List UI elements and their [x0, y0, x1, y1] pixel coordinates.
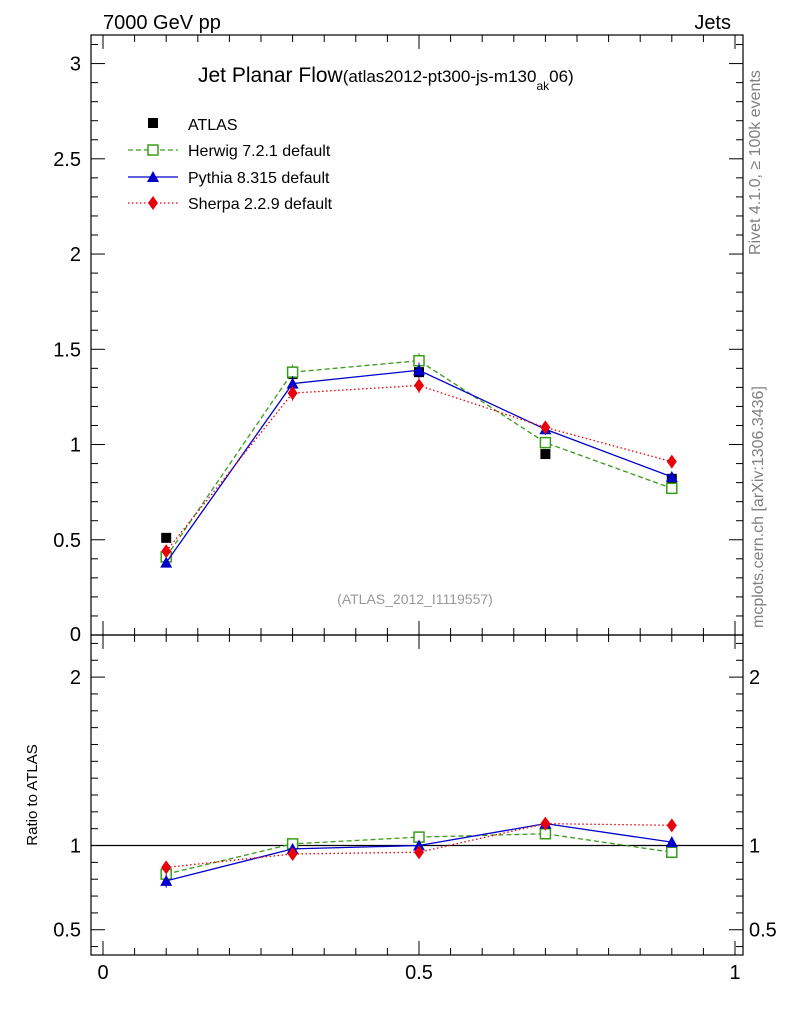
main-line-pythia — [165, 369, 673, 563]
plot-title-main: Jet Planar Flow — [198, 64, 344, 87]
main-ytick-label: 1.5 — [53, 339, 81, 361]
ratio-series-sherpa — [161, 816, 677, 875]
main-point-sherpa — [414, 378, 424, 393]
legend-entry-pythia: Pythia 8.315 default — [128, 170, 330, 187]
main-series-pythia — [160, 362, 678, 568]
main-point-sherpa — [287, 386, 298, 401]
process-label: Jets — [694, 12, 731, 34]
legend-label-herwig: Herwig 7.2.1 default — [188, 143, 331, 160]
analysis-watermark: (ATLAS_2012_I1119557) — [337, 591, 493, 607]
source-label: mcplots.cern.ch [arXiv:1306.3436] — [750, 386, 767, 628]
main-series-sherpa — [161, 377, 677, 559]
main-point-sherpa — [666, 454, 677, 469]
main-ytick-label: 0.5 — [53, 530, 81, 552]
legend: ATLAS Herwig 7.2.1 default Pythia 8.315 … — [128, 117, 333, 213]
main-ytick-label: 1 — [70, 435, 81, 457]
main-point-herwig — [286, 366, 299, 378]
main-point-atlas — [161, 532, 172, 543]
ratio-series-group — [160, 816, 678, 888]
main-ytick-label: 2 — [70, 244, 81, 266]
plot-title: Jet Planar Flow(atlas2012-pt300-js-m130a… — [198, 64, 574, 93]
ratio-x-tick-labels: 0 0.5 1 — [97, 962, 740, 984]
main-ytick-label: 3 — [70, 54, 81, 76]
rivet-version-label: Rivet 4.1.0, ≥ 100k events — [747, 70, 764, 255]
main-ytick-label: 2.5 — [53, 149, 81, 171]
main-point-sherpa — [161, 544, 172, 559]
ratio-line-sherpa — [166, 822, 672, 869]
main-y-zero-label: 0 — [70, 624, 81, 646]
legend-marker-sherpa — [148, 196, 158, 210]
legend-label-atlas: ATLAS — [188, 117, 238, 134]
ratio-ytick-label-left: 0.5 — [53, 920, 81, 942]
ratio-ytick-label-right: 0.5 — [749, 920, 777, 942]
ratio-xtick-label: 0.5 — [405, 962, 433, 984]
energy-label: 7000 GeV pp — [103, 12, 221, 34]
main-point-herwig — [666, 482, 678, 495]
main-panel: 0.5 1 1.5 2 2.5 3 0 Jet Planar Flow(atlas2012… — [53, 34, 744, 646]
ratio-plot-frame — [90, 634, 744, 956]
main-line-sherpa — [165, 384, 672, 552]
ratio-ytick-label-right: 2 — [749, 667, 760, 689]
ratio-panel: 0.5 0.51 12 2 0 0.5 1 Ratio to ATLAS — [24, 634, 777, 984]
main-point-pythia — [665, 470, 678, 482]
legend-label-pythia: Pythia 8.315 default — [188, 170, 330, 187]
plot-title-tail: 06) — [549, 67, 574, 86]
main-line-herwig — [165, 360, 673, 558]
legend-label-sherpa: Sherpa 2.2.9 default — [188, 196, 333, 213]
ratio-point-herwig — [666, 846, 678, 859]
legend-marker-herwig — [147, 144, 159, 156]
ratio-point-pythia — [413, 839, 425, 851]
ratio-xtick-label: 0 — [97, 962, 108, 984]
ratio-point-sherpa — [161, 860, 172, 875]
legend-entry-atlas: ATLAS — [148, 117, 238, 134]
main-point-herwig — [539, 436, 552, 449]
main-series-group — [160, 353, 678, 568]
ratio-xtick-label: 1 — [729, 962, 740, 984]
main-point-pythia — [286, 377, 299, 389]
main-point-sherpa — [540, 420, 551, 435]
ratio-ytick-label-right: 1 — [749, 836, 760, 858]
legend-marker-pythia — [147, 171, 159, 182]
ratio-point-sherpa — [540, 816, 551, 831]
ratio-point-pythia — [665, 836, 678, 848]
legend-entry-sherpa: Sherpa 2.2.9 default — [128, 196, 333, 213]
main-point-pythia — [413, 364, 425, 376]
ratio-axis-ticks — [91, 635, 743, 955]
plot-title-subscript: ak — [536, 79, 550, 93]
main-point-atlas — [540, 449, 551, 460]
ratio-y-tick-labels: 0.5 0.5 1 1 2 2 — [53, 667, 777, 942]
ratio-point-sherpa — [414, 845, 424, 860]
ratio-point-pythia — [160, 874, 173, 886]
legend-entry-herwig: Herwig 7.2.1 default — [128, 143, 331, 160]
main-point-pythia — [160, 556, 173, 568]
ratio-y-axis-label: Ratio to ATLAS — [24, 744, 41, 845]
plot-title-subtitle: (atlas2012-pt300-js-m130 — [343, 67, 537, 86]
main-y-tick-labels: 0.5 1 1.5 2 2.5 3 — [53, 54, 81, 552]
ratio-point-sherpa — [666, 818, 677, 833]
legend-marker-atlas — [148, 118, 158, 128]
main-axis-ticks — [91, 35, 743, 635]
ratio-ytick-label-left: 2 — [70, 667, 81, 689]
ratio-ytick-label-left: 1 — [70, 836, 81, 858]
ratio-point-sherpa — [287, 846, 298, 861]
